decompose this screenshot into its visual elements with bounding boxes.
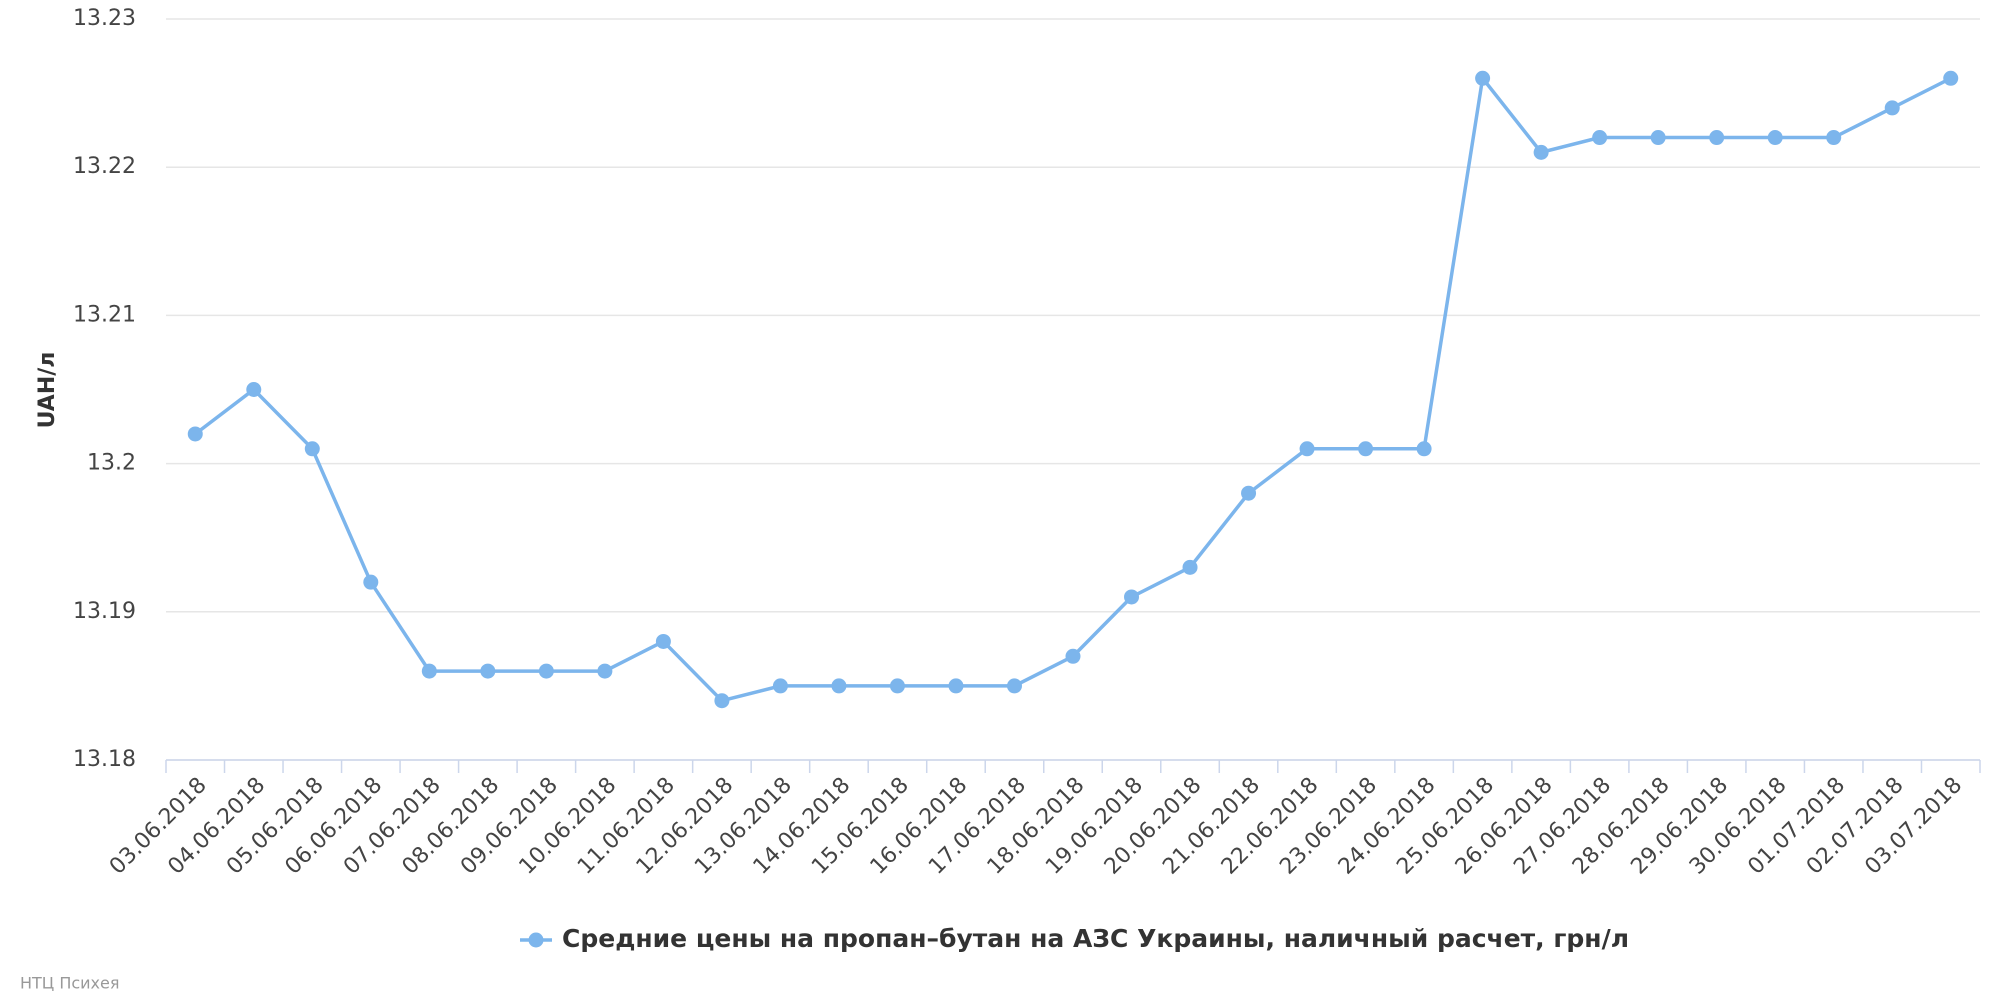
point (1416, 441, 1432, 457)
point (1358, 441, 1374, 457)
point (1124, 589, 1140, 605)
point (714, 693, 730, 709)
point (597, 663, 613, 679)
point (1709, 130, 1725, 146)
point (1065, 648, 1081, 664)
point (1006, 678, 1022, 694)
y-tick-label: 13.23 (73, 6, 136, 31)
point (1182, 559, 1198, 575)
y-tick-label: 13.21 (73, 302, 136, 327)
series-line (194, 74, 1952, 703)
point (1650, 130, 1666, 146)
y-tick-label: 13.22 (73, 154, 136, 179)
credit: НТЦ Психея (20, 974, 119, 993)
y-tick-label: 13.18 (73, 747, 136, 772)
point (889, 678, 905, 694)
point (831, 678, 847, 694)
y-axis-title: UAH/л (35, 352, 60, 429)
y-tick-label: 13.2 (87, 451, 136, 476)
point (187, 426, 203, 442)
point (421, 663, 437, 679)
point (304, 441, 320, 457)
point (1241, 485, 1257, 501)
point (772, 678, 788, 694)
point (1533, 144, 1549, 160)
point (948, 678, 964, 694)
legend-label: Средние цены на пропан–бутан на АЗС Укра… (562, 924, 1629, 953)
point (1299, 441, 1315, 457)
point (1826, 130, 1842, 146)
point (1943, 70, 1959, 86)
point (538, 663, 554, 679)
point (1592, 130, 1608, 146)
point (1475, 70, 1491, 86)
point (1767, 130, 1783, 146)
point (1884, 100, 1900, 116)
point (655, 633, 671, 649)
point (480, 663, 496, 679)
legend-marker (528, 932, 544, 948)
point (246, 382, 262, 397)
y-tick-label: 13.19 (73, 599, 136, 624)
point (363, 574, 379, 590)
